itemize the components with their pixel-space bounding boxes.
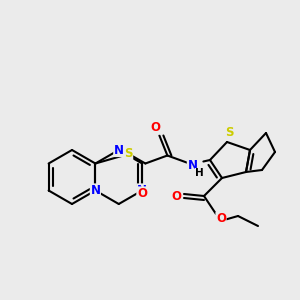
- Text: S: S: [225, 125, 233, 139]
- Text: O: O: [216, 212, 226, 226]
- Text: N: N: [114, 143, 124, 157]
- Text: H: H: [195, 169, 204, 178]
- Text: O: O: [137, 187, 147, 200]
- Text: O: O: [150, 121, 161, 134]
- Text: N: N: [188, 159, 197, 172]
- Text: S: S: [124, 147, 133, 160]
- Text: N: N: [90, 184, 100, 197]
- Text: N: N: [137, 184, 147, 197]
- Text: O: O: [171, 190, 181, 202]
